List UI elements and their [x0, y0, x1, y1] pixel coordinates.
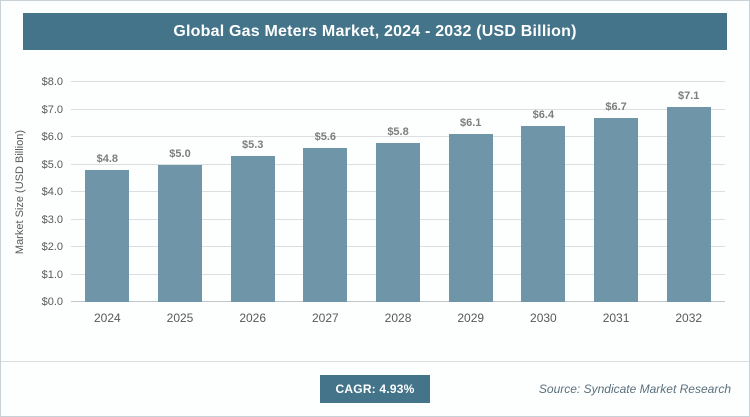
- x-tick-label: 2025: [166, 311, 194, 325]
- bar-value-label: $6.7: [605, 100, 627, 113]
- gridline: [71, 136, 725, 137]
- bar: [666, 106, 711, 302]
- bar-column: $6.1: [434, 82, 507, 302]
- chart-title-bar: Global Gas Meters Market, 2024 - 2032 (U…: [23, 13, 727, 50]
- bar-column: $7.1: [652, 82, 725, 302]
- bar-value-label: $5.3: [241, 139, 264, 152]
- y-tick-label: $3.0: [41, 213, 63, 226]
- y-tick-label: $6.0: [41, 131, 63, 143]
- bar-value-label: $5.6: [314, 131, 337, 143]
- bar-value-label: $4.8: [96, 153, 119, 165]
- bar-value-label: $5.0: [169, 147, 191, 160]
- bar: [594, 117, 639, 302]
- bar: [230, 156, 275, 302]
- x-tick-label: 2032: [675, 311, 703, 325]
- bar-value-label: $7.1: [678, 89, 700, 102]
- bar-column: $6.4: [507, 82, 580, 302]
- source-credit: Source: Syndicate Market Research: [538, 382, 731, 396]
- y-tick-label: $0.0: [41, 296, 63, 308]
- y-tick-label: $7.0: [41, 103, 63, 116]
- chart-footer: CAGR: 4.93% Source: Syndicate Market Res…: [1, 361, 749, 416]
- gridline: [71, 108, 725, 110]
- bar-value-label: $6.4: [532, 109, 555, 121]
- cagr-badge: CAGR: 4.93%: [319, 375, 431, 403]
- bar: [448, 134, 493, 302]
- y-tick-label: $4.0: [41, 186, 63, 198]
- bar: [303, 148, 348, 302]
- bar-value-label: $6.1: [459, 117, 482, 130]
- bar: [158, 164, 202, 302]
- x-tick-label: 2028: [384, 311, 412, 325]
- y-tick-label: $5.0: [41, 158, 63, 171]
- gridline: [71, 81, 725, 82]
- x-tick-label: 2024: [93, 311, 121, 325]
- x-tick-label: 2030: [530, 311, 557, 325]
- y-tick-label: $8.0: [41, 76, 63, 88]
- bar-column: $5.8: [362, 82, 435, 302]
- page-title: Global Gas Meters Market, 2024 - 2032 (U…: [173, 22, 577, 40]
- x-tick-label: 2026: [239, 311, 267, 325]
- bar-column: $5.6: [289, 82, 362, 302]
- bar: [85, 170, 130, 302]
- y-tick-label: $2.0: [41, 241, 63, 253]
- bar-column: $6.7: [580, 82, 653, 302]
- bar: [376, 142, 421, 302]
- bar-column: $5.3: [216, 82, 289, 302]
- x-tick-label: 2029: [457, 311, 485, 325]
- bar-column: $5.0: [144, 82, 217, 302]
- bar-value-label: $5.8: [387, 125, 409, 138]
- plot-area: $4.8 $5.0 $5.3 $5.6 $5.8 $6.1 $6.4 $6.7 $7.1: [71, 81, 725, 302]
- y-axis-ticks: $0.0 $1.0 $2.0 $3.0 $4.0 $5.0 $6.0 $7.0 $8.0: [31, 76, 71, 308]
- x-axis-ticks: 2024 2025 2026 2027 2028 2029 2030 2031 2032: [71, 311, 725, 325]
- bar-chart: Market Size (USD Billion) $0.0 $1.0 $2.0 $3…: [9, 76, 725, 325]
- x-tick-label: 2031: [602, 311, 630, 325]
- y-tick-label: $1.0: [41, 268, 63, 281]
- bar: [521, 126, 566, 302]
- y-axis-label: Market Size (USD Billion): [14, 129, 26, 255]
- x-tick-label: 2027: [312, 311, 339, 325]
- bar-column: $4.8: [71, 82, 144, 302]
